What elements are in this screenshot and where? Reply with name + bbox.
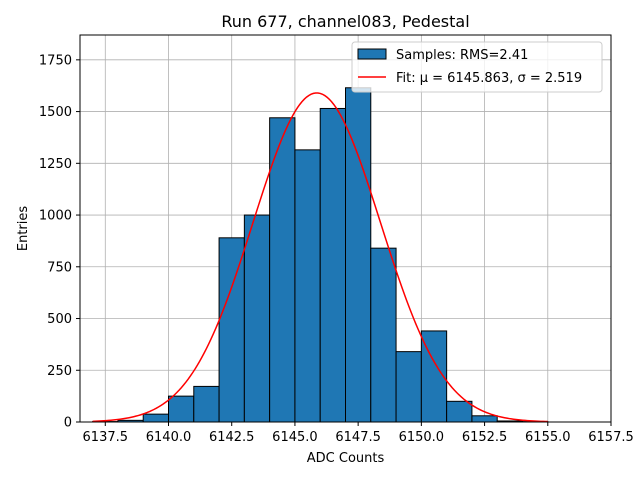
fit-curve [92, 92, 548, 423]
x-tick-label-2: 6142.5 [209, 430, 255, 445]
y-tick-label-0: 0 [64, 416, 72, 431]
y-tick-label-5: 1250 [39, 157, 72, 172]
legend-label-fit: Fit: μ = 6145.863, σ = 2.519 [396, 71, 582, 86]
legend-box [351, 41, 603, 93]
histogram-bar-11 [370, 247, 397, 423]
y-tick-label-6: 1500 [39, 105, 72, 120]
x-tick-label-7: 6155.0 [525, 430, 571, 445]
histogram-bar-5 [218, 237, 245, 423]
histogram-bar-15 [471, 415, 498, 423]
y-tick-label-4: 1000 [39, 209, 72, 224]
histogram-bar-3 [168, 395, 195, 423]
histogram-bars [92, 87, 549, 423]
legend: Samples: RMS=2.41 Fit: μ = 6145.863, σ =… [351, 41, 603, 93]
x-axis-ticks: 6137.5 6140.0 6142.5 6145.0 6147.5 6150.0 6152… [83, 422, 634, 445]
y-axis-ticks: 0 250 500 750 1000 1250 1500 1750 [39, 53, 80, 431]
x-tick-label-5: 6150.0 [399, 430, 445, 445]
x-tick-label-6: 6152.5 [462, 430, 508, 445]
histogram-bar-12 [395, 351, 422, 423]
histogram-bar-8 [294, 149, 321, 423]
axes-frame [79, 34, 612, 423]
y-axis-label: Entries [16, 206, 31, 252]
histogram-bar-2 [142, 413, 169, 423]
histogram-bar-6 [243, 214, 271, 423]
x-tick-label-3: 6145.0 [272, 430, 318, 445]
x-tick-label-4: 6147.5 [335, 430, 381, 445]
histogram-bar-14 [446, 400, 473, 423]
chart-title: Run 677, channel083, Pedestal [221, 12, 469, 31]
y-tick-label-2: 500 [47, 312, 72, 327]
x-tick-label-0: 6137.5 [83, 430, 129, 445]
legend-swatch-samples [357, 48, 387, 60]
histogram-bar-7 [269, 117, 296, 423]
legend-label-samples: Samples: RMS=2.41 [396, 48, 528, 63]
x-tick-label-8: 6157.5 [588, 430, 634, 445]
histogram-bar-9 [319, 107, 347, 423]
histogram-bar-10 [345, 87, 372, 423]
x-tick-label-1: 6140.0 [146, 430, 192, 445]
y-tick-label-7: 1750 [39, 53, 72, 68]
y-tick-label-1: 250 [47, 364, 72, 379]
y-tick-label-3: 750 [47, 260, 72, 275]
x-axis-label: ADC Counts [307, 451, 385, 466]
histogram-bar-4 [193, 385, 220, 423]
